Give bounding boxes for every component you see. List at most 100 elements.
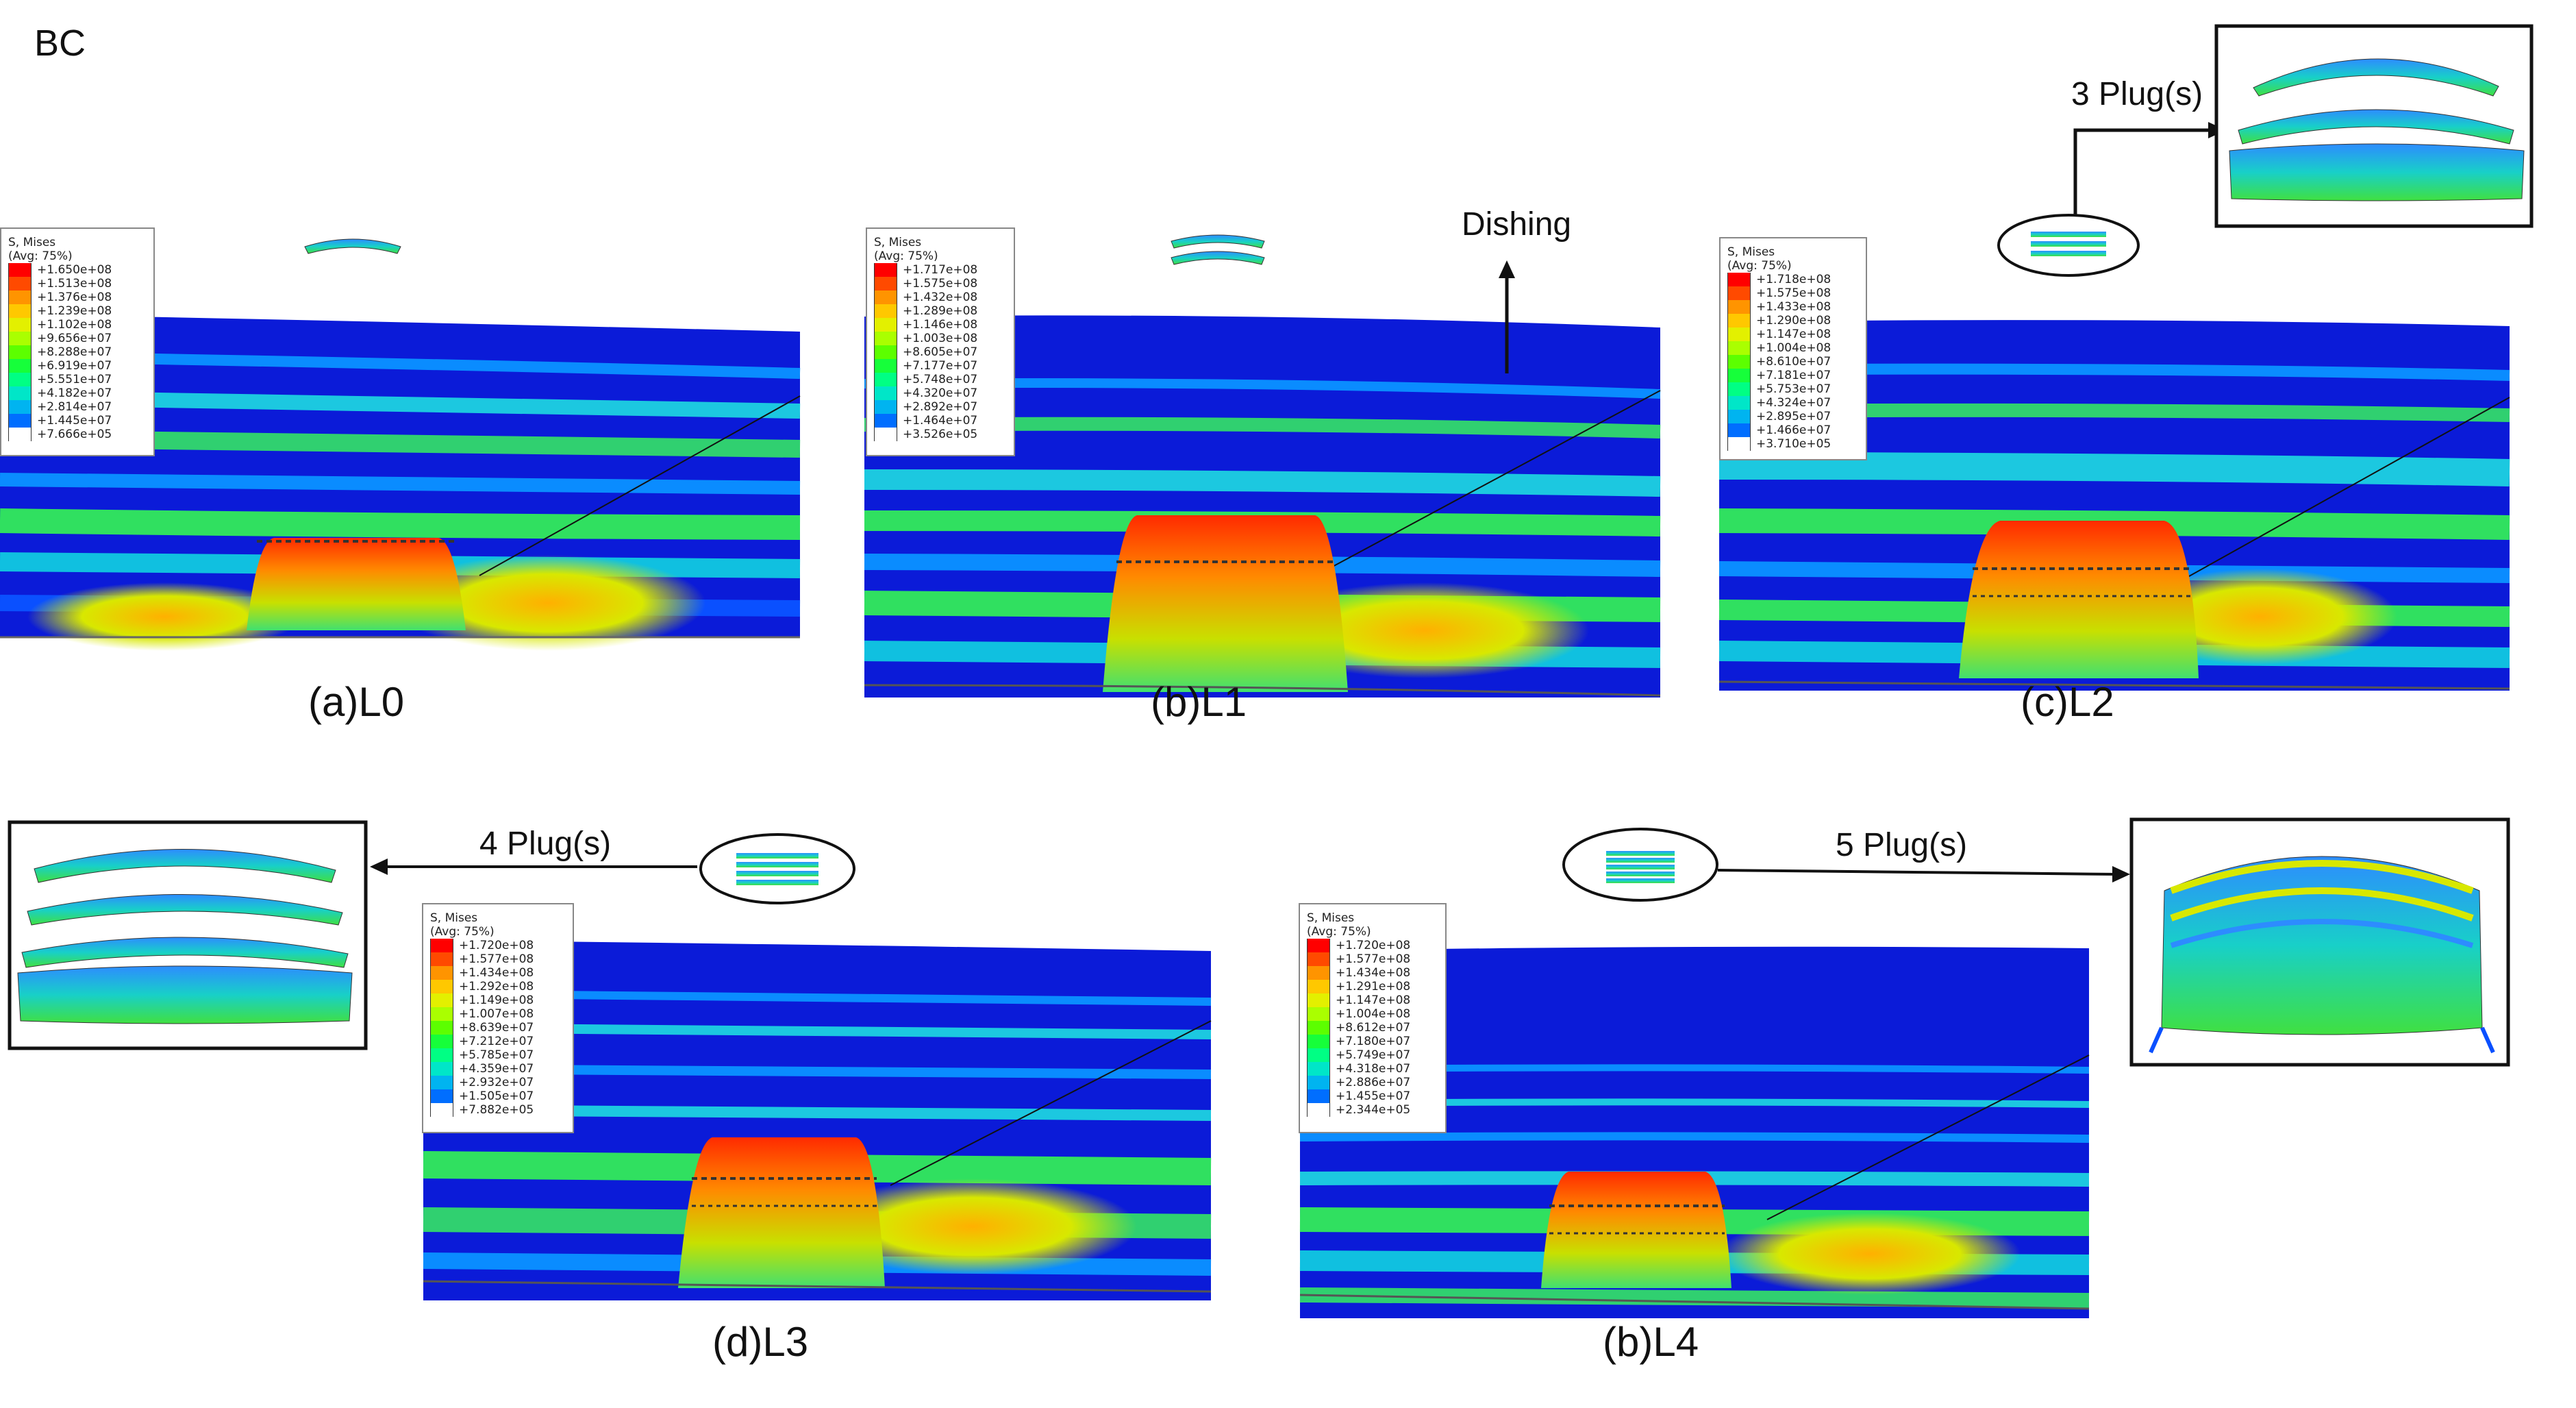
- legend-swatch: [430, 1021, 453, 1035]
- legend-entry: +4.320e+07: [867, 386, 1014, 400]
- legend-entry: +3.710e+05: [1721, 437, 1866, 451]
- legend-value: +5.749e+07: [1336, 1048, 1410, 1062]
- legend-value: +1.291e+08: [1336, 980, 1410, 993]
- legend-swatch: [874, 373, 897, 386]
- legend-entry: +8.288e+07: [1, 345, 153, 359]
- legend-value: +4.324e+07: [1756, 396, 1831, 410]
- legend-value: +4.359e+07: [459, 1062, 534, 1076]
- plugs-label-e: 5 Plug(s): [1836, 826, 1967, 864]
- legend-swatch: [8, 304, 32, 318]
- legend-swatch: [430, 980, 453, 993]
- legend-swatch: [1307, 966, 1330, 980]
- legend-entry: +1.720e+08: [1300, 939, 1445, 952]
- caption-panel-e: (b)L4: [1603, 1318, 1699, 1366]
- legend-entry: +1.102e+08: [1, 318, 153, 332]
- legend-entry: +4.318e+07: [1300, 1062, 1445, 1076]
- legend-swatch: [1727, 314, 1751, 328]
- legend-swatch: [1307, 1048, 1330, 1062]
- legend-value: +1.004e+08: [1756, 341, 1831, 355]
- legend-entry: +5.753e+07: [1721, 382, 1866, 396]
- legend-swatch: [430, 1007, 453, 1021]
- legend-entry: +1.513e+08: [1, 277, 153, 291]
- legend-entry: +1.464e+07: [867, 414, 1014, 428]
- legend-swatch: [430, 1035, 453, 1048]
- legend-value: +1.718e+08: [1756, 273, 1831, 286]
- legend-entry: +2.892e+07: [867, 400, 1014, 414]
- legend-swatch: [1727, 273, 1751, 286]
- legend-swatch: [8, 359, 32, 373]
- legend-value: +5.785e+07: [459, 1048, 534, 1062]
- legend-value: +1.513e+08: [37, 277, 112, 291]
- legend-value: +1.149e+08: [459, 993, 534, 1007]
- legend-swatch: [1307, 1007, 1330, 1021]
- plugs-label-c: 3 Plug(s): [2071, 75, 2203, 113]
- legend-swatch: [1727, 355, 1751, 369]
- legend-value: +2.932e+07: [459, 1076, 534, 1089]
- plug-highlight-ellipse-d: [701, 835, 854, 903]
- legend-value: +1.239e+08: [37, 304, 112, 318]
- legend-swatch: [1307, 1062, 1330, 1076]
- legend-value: +1.146e+08: [903, 318, 977, 332]
- legend-swatch: [8, 373, 32, 386]
- legend-value: +1.575e+08: [903, 277, 977, 291]
- legend-swatch: [1727, 328, 1751, 341]
- legend-entry: +1.239e+08: [1, 304, 153, 318]
- corner-label: BC: [34, 22, 86, 64]
- legend-entry: +7.666e+05: [1, 428, 153, 441]
- legend-title-line: (Avg: 75%): [867, 249, 1014, 263]
- legend-value: +8.610e+07: [1756, 355, 1831, 369]
- legend-entry: +1.575e+08: [1721, 286, 1866, 300]
- legend-swatch: [430, 993, 453, 1007]
- legend-value: +4.318e+07: [1336, 1062, 1410, 1076]
- legend-swatch: [8, 277, 32, 291]
- legend-entry: +4.324e+07: [1721, 396, 1866, 410]
- legend-value: +7.666e+05: [37, 428, 112, 441]
- legend-entry: +1.376e+08: [1, 291, 153, 304]
- legend-entry: +1.147e+08: [1721, 328, 1866, 341]
- legend-entry: +2.895e+07: [1721, 410, 1866, 423]
- legend-value: +2.344e+05: [1336, 1103, 1410, 1117]
- legend-swatch: [1727, 410, 1751, 423]
- legend-entry: +7.882e+05: [423, 1103, 573, 1117]
- legend-value: +5.753e+07: [1756, 382, 1831, 396]
- legend-entry: +2.814e+07: [1, 400, 153, 414]
- legend-swatch: [8, 345, 32, 359]
- legend-entry: +5.551e+07: [1, 373, 153, 386]
- legend-entry: +1.292e+08: [423, 980, 573, 993]
- legend-swatch: [430, 1076, 453, 1089]
- legend-value: +8.605e+07: [903, 345, 977, 359]
- legend-value: +8.288e+07: [37, 345, 112, 359]
- legend-swatch: [8, 318, 32, 332]
- legend-value: +1.505e+07: [459, 1089, 534, 1103]
- legend-entry: +1.004e+08: [1300, 1007, 1445, 1021]
- plugs-panel-c: [1999, 26, 2531, 275]
- legend-value: +7.882e+05: [459, 1103, 534, 1117]
- legend-value: +7.212e+07: [459, 1035, 534, 1048]
- legend-entry: +6.919e+07: [1, 359, 153, 373]
- legend-entry: +1.434e+08: [423, 966, 573, 980]
- legend-entry: +1.466e+07: [1721, 423, 1866, 437]
- legend-swatch: [8, 414, 32, 428]
- legend-swatch: [874, 277, 897, 291]
- legend-entry: +7.180e+07: [1300, 1035, 1445, 1048]
- legend-entry: +1.004e+08: [1721, 341, 1866, 355]
- legend-entry: +5.749e+07: [1300, 1048, 1445, 1062]
- legend-entry: +3.526e+05: [867, 428, 1014, 441]
- legend-entry: +1.717e+08: [867, 263, 1014, 277]
- legend-swatch: [1727, 369, 1751, 382]
- legend-value: +7.181e+07: [1756, 369, 1831, 382]
- legend-entry: +4.182e+07: [1, 386, 153, 400]
- legend-value: +1.292e+08: [459, 980, 534, 993]
- legend-entry: +1.290e+08: [1721, 314, 1866, 328]
- legend-value: +1.147e+08: [1336, 993, 1410, 1007]
- legend-swatch: [1727, 286, 1751, 300]
- caption-panel-b: (b)L1: [1151, 678, 1247, 726]
- legend-swatch: [430, 1103, 453, 1117]
- legend-value: +1.102e+08: [37, 318, 112, 332]
- legend-entry: +8.605e+07: [867, 345, 1014, 359]
- legend-value: +5.748e+07: [903, 373, 977, 386]
- legend-value: +2.895e+07: [1756, 410, 1831, 423]
- legend-value: +9.656e+07: [37, 332, 112, 345]
- legend-value: +1.433e+08: [1756, 300, 1831, 314]
- legend-entry: +8.610e+07: [1721, 355, 1866, 369]
